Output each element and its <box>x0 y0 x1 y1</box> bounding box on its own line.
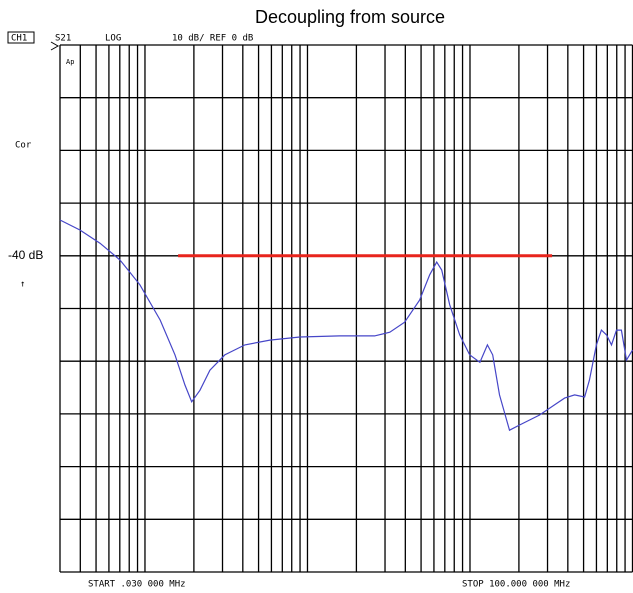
channel-box <box>7 31 35 44</box>
trace <box>59 219 633 432</box>
channel: CH1 <box>11 34 27 44</box>
ref-arrow: ↑ <box>20 280 25 290</box>
correction: Cor <box>15 141 32 151</box>
ref-level-label: -40 dB <box>8 248 43 262</box>
ref-pointer <box>50 41 60 51</box>
scale: 10 dB/ REF 0 dB <box>172 34 253 44</box>
start-label: START .030 000 MHz <box>88 580 186 590</box>
format: LOG <box>105 34 121 44</box>
parameter: S21 <box>55 34 71 44</box>
marker: Ap <box>66 58 74 66</box>
chart-title: Decoupling from source <box>255 7 445 27</box>
stop-label: STOP 100.000 000 MHz <box>462 580 570 590</box>
